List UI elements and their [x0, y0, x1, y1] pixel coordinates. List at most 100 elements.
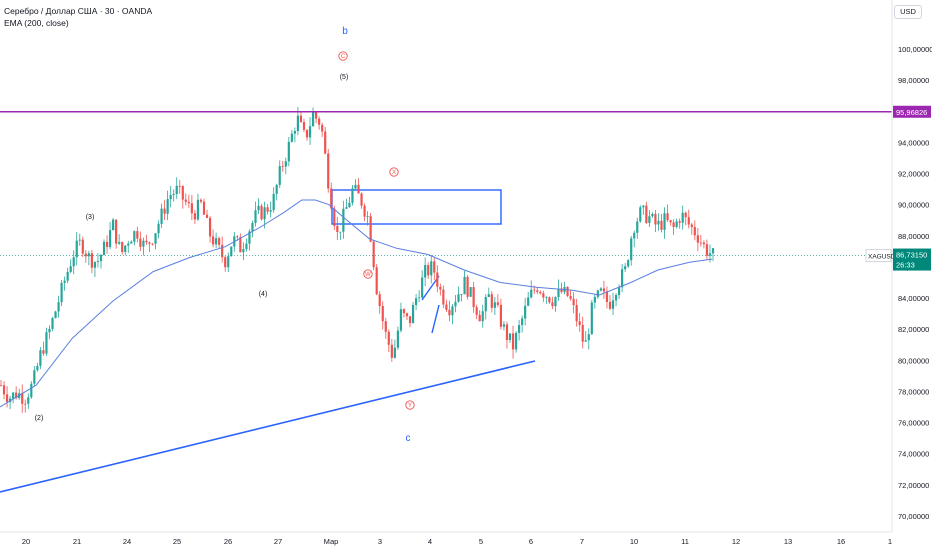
candle-body — [499, 304, 503, 327]
candle-body — [584, 340, 587, 342]
candle-body — [572, 298, 575, 306]
candle-body — [21, 393, 24, 404]
candle-body — [421, 277, 424, 298]
candle-body — [39, 350, 42, 366]
candle-body — [102, 241, 106, 256]
candle-body — [408, 316, 412, 324]
candle-body — [399, 309, 403, 331]
candle-body — [0, 385, 3, 387]
candle-body — [115, 219, 118, 244]
candle-body — [112, 219, 115, 231]
candle-body — [511, 333, 515, 350]
candle-body — [496, 302, 499, 305]
candle-body — [96, 261, 100, 263]
candle-body — [478, 314, 481, 322]
candle-body — [166, 199, 169, 214]
level-price-label: 95,96826 — [896, 108, 927, 117]
candle-body — [272, 193, 275, 211]
candle-body — [208, 217, 212, 237]
candle-body — [321, 124, 324, 132]
candle-body — [269, 210, 272, 212]
candle-body — [2, 385, 6, 395]
price-tick-label: 78,00000 — [898, 387, 929, 396]
candle-body — [414, 298, 418, 305]
candle-body — [472, 287, 475, 308]
candle-body — [521, 318, 524, 326]
candle-body — [366, 216, 369, 217]
wave-label: c — [406, 433, 411, 444]
candle-body — [130, 241, 133, 244]
candle-body — [221, 244, 224, 258]
time-tick-label: Мар — [324, 537, 339, 546]
candle-body — [160, 208, 163, 224]
candle-body — [139, 238, 142, 247]
ema-200-line — [0, 199, 713, 408]
candle-body — [136, 231, 139, 239]
candle-body — [318, 118, 321, 125]
wave-label: (5) — [340, 74, 349, 81]
candle-body — [427, 265, 430, 276]
candle-body — [642, 205, 645, 208]
candle-body — [451, 306, 454, 316]
candle-body — [690, 224, 693, 228]
candle-body — [151, 243, 154, 245]
candle-body — [490, 294, 493, 308]
candle-body — [278, 166, 281, 185]
candle-body — [266, 207, 269, 212]
candle-body — [148, 242, 151, 244]
candle-body — [433, 261, 436, 273]
candle-body — [436, 272, 439, 287]
candle-body — [69, 266, 72, 272]
candle-body — [311, 112, 315, 127]
candle-body — [375, 267, 378, 295]
candle-body — [445, 304, 448, 310]
candle-body — [614, 294, 618, 301]
price-tick-label: 80,00000 — [898, 356, 929, 365]
price-tick-label: 94,00000 — [898, 138, 929, 147]
candle-body — [290, 133, 293, 142]
candle-body — [590, 302, 593, 335]
circled-wave-marker — [389, 167, 399, 177]
candle-body — [90, 253, 93, 268]
candle-body — [127, 243, 130, 246]
candle-body — [48, 328, 51, 333]
candle-body — [81, 239, 84, 254]
candle-body — [342, 208, 345, 232]
candle-body — [393, 347, 396, 358]
circled-wave-marker — [405, 400, 415, 410]
candle-body — [354, 184, 357, 189]
candle-body — [639, 207, 642, 222]
candle-body — [108, 230, 112, 248]
candle-body — [684, 212, 687, 218]
candle-body — [178, 185, 181, 187]
time-tick-label: 11 — [681, 537, 689, 546]
candle-body — [624, 266, 627, 270]
wave-segment-line — [421, 275, 440, 301]
candle-body — [551, 302, 554, 307]
candle-body — [578, 321, 581, 325]
price-tick-label: 70,00000 — [898, 512, 929, 521]
candle-body — [527, 297, 530, 306]
candle-body — [536, 290, 539, 292]
price-axis-bg — [892, 0, 932, 550]
candle-body — [157, 223, 160, 234]
currency-button[interactable]: USD — [894, 5, 922, 19]
candle-body — [299, 115, 303, 123]
candle-body — [560, 288, 563, 293]
candle-body — [193, 213, 197, 220]
time-tick-label: 20 — [22, 537, 30, 546]
candle-body — [199, 199, 203, 202]
price-tick-label: 100,00000 — [898, 45, 932, 54]
candle-body — [242, 249, 245, 253]
candle-body — [105, 241, 109, 248]
candle-body — [33, 370, 36, 384]
candle-body — [669, 220, 672, 223]
candle-body — [42, 350, 45, 354]
trendlines — [0, 189, 536, 493]
candle-body — [190, 203, 193, 214]
candle-body — [693, 227, 696, 236]
time-tick-label: 24 — [123, 537, 131, 546]
candle-body — [24, 403, 27, 405]
candle-body — [708, 253, 712, 256]
